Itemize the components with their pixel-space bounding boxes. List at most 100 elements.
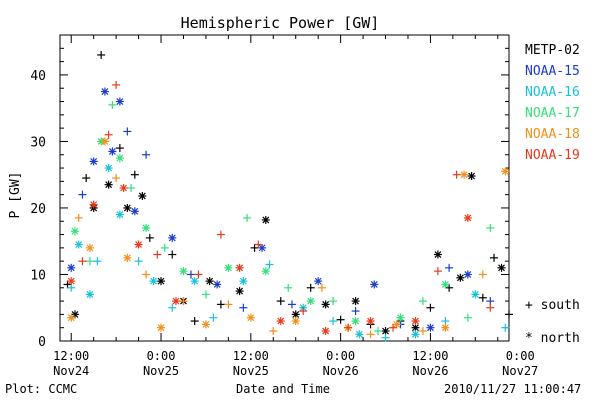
data-point — [478, 270, 487, 279]
data-point — [392, 320, 401, 329]
data-point — [213, 280, 222, 289]
data-point — [418, 327, 427, 336]
data-point — [209, 313, 218, 322]
plot-credit: Plot: CCMC — [5, 382, 78, 396]
data-point — [291, 317, 300, 326]
data-point — [265, 260, 274, 269]
data-point — [351, 297, 360, 306]
data-point — [411, 330, 420, 339]
x-tick-label: Nov26 — [412, 364, 448, 378]
data-point — [85, 257, 94, 266]
data-point — [89, 157, 98, 166]
x-tick-label: Nov26 — [323, 364, 359, 378]
data-point — [366, 317, 375, 326]
data-point — [490, 253, 499, 262]
legend-entry: NOAA-16 — [525, 85, 580, 100]
data-point — [471, 290, 480, 299]
data-point — [239, 277, 248, 286]
legend-entry: NOAA-19 — [525, 148, 580, 163]
data-point — [306, 283, 315, 292]
data-point — [321, 327, 330, 336]
data-point — [351, 307, 360, 316]
data-point — [112, 80, 121, 89]
data-point — [389, 323, 398, 332]
data-point — [246, 313, 255, 322]
data-point — [157, 323, 166, 332]
data-point — [445, 263, 454, 272]
data-point — [287, 300, 296, 309]
data-point — [497, 263, 506, 272]
data-point — [411, 317, 420, 326]
data-point — [505, 310, 513, 319]
x-tick-label: 12:00 — [53, 349, 89, 363]
data-point — [97, 50, 106, 59]
data-point — [108, 100, 117, 109]
data-point — [142, 223, 151, 232]
y-tick-label: 20 — [30, 202, 46, 217]
data-point — [63, 280, 72, 289]
data-point — [104, 130, 113, 139]
data-point — [89, 200, 98, 209]
data-point — [157, 277, 166, 286]
data-point — [276, 297, 285, 306]
data-point — [486, 223, 495, 232]
data-point — [366, 330, 375, 339]
data-point — [224, 300, 233, 309]
data-point — [370, 280, 379, 289]
data-point — [261, 267, 270, 276]
x-tick-label: Nov25 — [233, 364, 269, 378]
data-point — [190, 317, 199, 326]
data-point — [142, 270, 151, 279]
data-point — [441, 323, 450, 332]
x-tick-label: 0:00 — [506, 349, 535, 363]
data-point — [194, 270, 203, 279]
x-tick-label: Nov27 — [502, 364, 538, 378]
legend-entry: NOAA-17 — [525, 106, 580, 121]
data-point — [456, 273, 465, 282]
data-point — [130, 207, 139, 216]
x-tick-label: 0:00 — [147, 349, 176, 363]
legend-entry: METP-02 — [525, 43, 580, 58]
legend-entry: NOAA-15 — [525, 64, 580, 79]
data-point — [74, 240, 83, 249]
y-axis-label: P [GW] — [8, 172, 23, 219]
y-tick-label: 40 — [30, 69, 46, 84]
legend-south-marker: + south — [525, 298, 580, 313]
plot-timestamp: 2010/11/27 11:00:47 — [444, 382, 582, 396]
data-point — [433, 267, 442, 276]
data-point — [344, 323, 353, 332]
data-point — [216, 230, 225, 239]
chart-title: Hemispheric Power [GW] — [181, 14, 380, 32]
legend-entry: NOAA-18 — [525, 127, 580, 142]
data-point — [85, 290, 94, 299]
legend-north-marker: * north — [525, 331, 580, 346]
data-point — [104, 164, 113, 173]
data-point — [123, 253, 132, 262]
data-point — [130, 170, 139, 179]
data-point — [67, 263, 76, 272]
data-point — [243, 213, 252, 222]
data-point — [115, 154, 124, 163]
data-point — [142, 150, 151, 159]
data-point — [329, 317, 338, 326]
data-point — [501, 167, 510, 176]
data-point — [100, 87, 109, 96]
data-point — [284, 283, 293, 292]
data-point — [336, 315, 345, 324]
data-point — [179, 267, 188, 276]
x-tick-label: 0:00 — [326, 349, 355, 363]
data-point — [306, 297, 315, 306]
data-point — [168, 303, 177, 312]
x-tick-label: 12:00 — [412, 349, 448, 363]
data-point — [321, 300, 330, 309]
data-point — [70, 227, 79, 236]
data-point — [381, 333, 390, 342]
data-point — [82, 174, 91, 183]
data-point — [374, 327, 383, 336]
data-point — [467, 172, 476, 181]
data-point — [463, 213, 472, 222]
x-axis-label: Date and Time — [236, 382, 330, 396]
data-point — [74, 213, 83, 222]
data-point — [250, 243, 259, 252]
